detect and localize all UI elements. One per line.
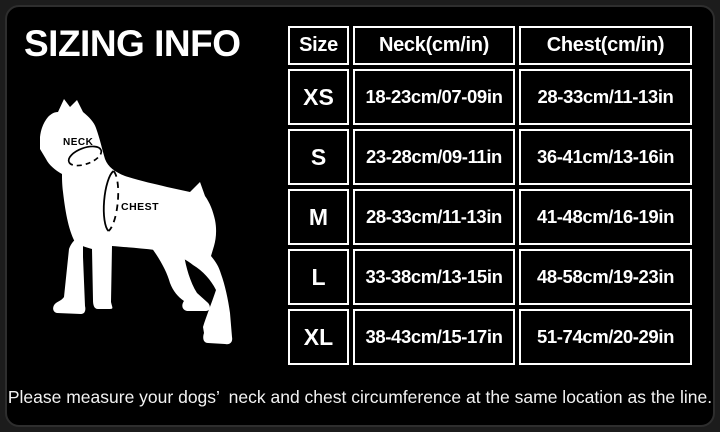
row-xs-chest: 28-33cm/11-13in: [519, 69, 692, 125]
row-xl-size: XL: [288, 309, 349, 365]
page-title: SIZING INFO: [24, 23, 241, 64]
dog-front-leg-shape: [53, 235, 86, 314]
row-xl-chest: 51-74cm/20-29in: [519, 309, 692, 365]
row-xs-size: XS: [288, 69, 349, 125]
dog-silhouette-icon: NECK CHEST: [40, 99, 233, 345]
row-s-chest: 36-41cm/13-16in: [519, 129, 692, 185]
dog-rear-leg-shape: [151, 247, 210, 311]
row-l-neck: 33-38cm/13-15in: [353, 249, 515, 305]
row-m-size: M: [288, 189, 349, 245]
size-table: Size Neck(cm/in) Chest(cm/in) XS 18-23cm…: [288, 26, 692, 365]
header-chest: Chest(cm/in): [519, 26, 692, 65]
neck-measurement-line: [67, 145, 103, 167]
row-xs-neck: 18-23cm/07-09in: [353, 69, 515, 125]
dog-body-shape: [40, 99, 233, 345]
dog-illustration: NECK CHEST: [35, 97, 240, 349]
sizing-panel: SIZING INFO NECK CH: [5, 5, 715, 427]
header-size: Size: [288, 26, 349, 65]
chest-label: CHEST: [121, 201, 159, 213]
chest-measurement-line: [102, 170, 120, 232]
row-m-neck: 28-33cm/11-13in: [353, 189, 515, 245]
measurement-note: Please measure your dogs’ neck and chest…: [7, 387, 713, 407]
neck-label: NECK: [63, 137, 94, 148]
row-s-neck: 23-28cm/09-11in: [353, 129, 515, 185]
header-neck: Neck(cm/in): [353, 26, 515, 65]
row-s-size: S: [288, 129, 349, 185]
row-l-chest: 48-58cm/19-23in: [519, 249, 692, 305]
row-xl-neck: 38-43cm/15-17in: [353, 309, 515, 365]
row-l-size: L: [288, 249, 349, 305]
row-m-chest: 41-48cm/16-19in: [519, 189, 692, 245]
